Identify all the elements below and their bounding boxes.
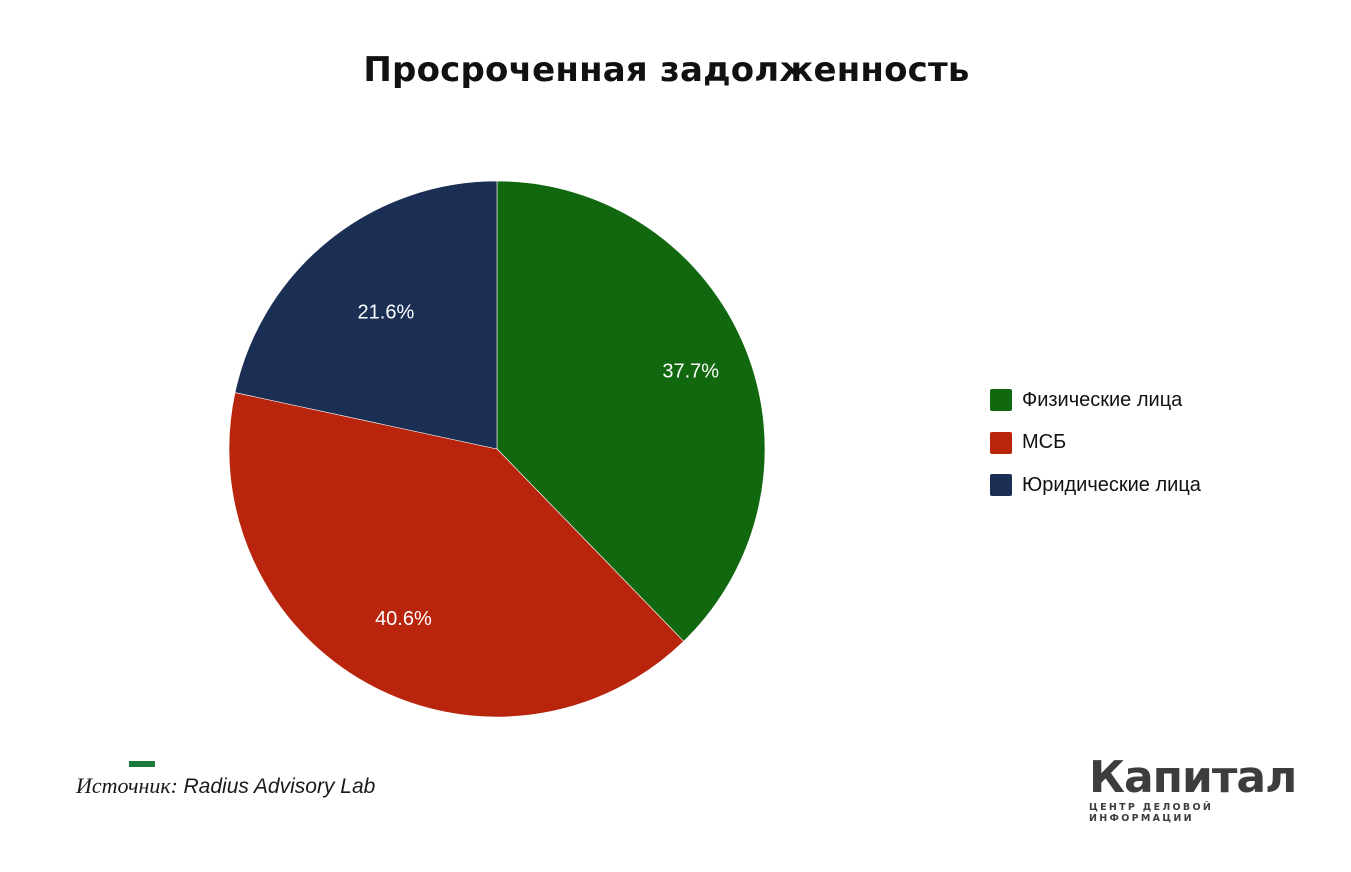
logo-tagline: ЦЕНТР ДЕЛОВОЙ ИНФОРМАЦИИ — [1089, 802, 1214, 824]
kapital-logo: Капитал ЦЕНТР ДЕЛОВОЙ ИНФОРМАЦИИ — [1089, 752, 1297, 825]
legend-item-legal-entities: Юридические лица — [990, 473, 1201, 497]
legend-swatch — [990, 474, 1012, 496]
source-value: Radius Advisory Lab — [183, 775, 376, 798]
slice-percent-label: 37.7% — [662, 360, 719, 382]
legend-label: Физические лица — [1022, 388, 1183, 411]
pie-slice-1 — [228, 392, 685, 718]
pie-slice-labels: 37.7% 40.6% 21.6% — [358, 301, 720, 629]
legend-swatch — [990, 431, 1012, 454]
logo-wordmark: Капитал — [1089, 752, 1297, 803]
legend-label: МСБ — [1022, 431, 1067, 453]
legend-item-individuals: Физические лица — [990, 388, 1201, 412]
slice-percent-label: 40.6% — [375, 608, 432, 630]
source-note: Источник: Radius Advisory Lab — [76, 773, 375, 799]
logo-accent-bar — [129, 761, 155, 767]
legend: Физические лица МСБ Юридические лица — [990, 388, 1201, 516]
pie-slices — [228, 180, 766, 718]
pie-slice-2 — [234, 180, 498, 450]
source-label: Источник: — [76, 773, 178, 798]
legend-label: Юридические лица — [1022, 473, 1201, 496]
slice-percent-label: 21.6% — [358, 301, 415, 323]
chart-title: Просроченная задолженность — [363, 50, 970, 90]
pie-slice-0 — [496, 180, 766, 642]
legend-item-smb: МСБ — [990, 431, 1201, 455]
legend-swatch — [990, 389, 1012, 411]
